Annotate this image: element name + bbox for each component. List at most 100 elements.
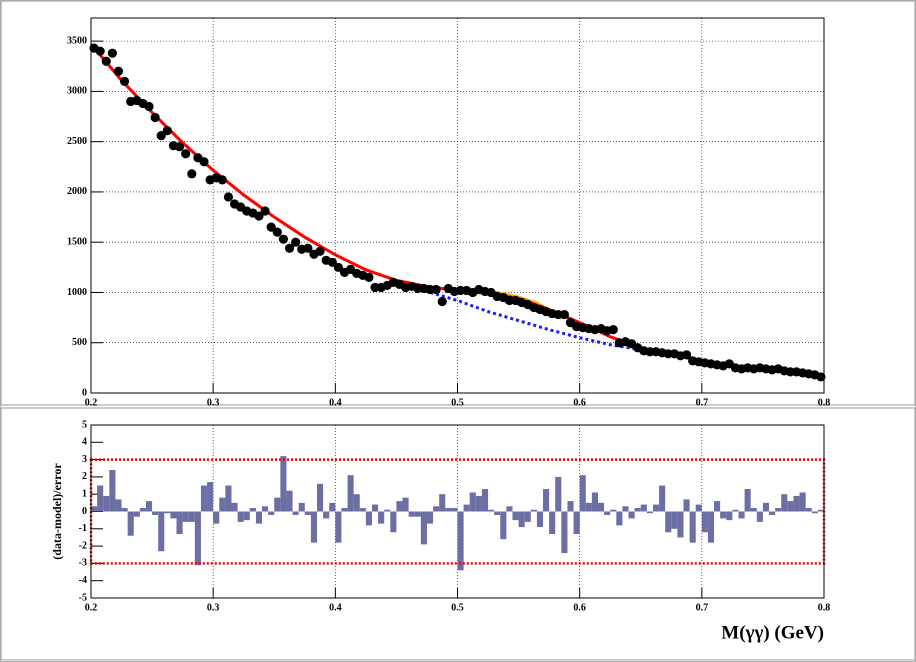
y-tick-label: -4 — [79, 575, 87, 586]
residual-bar — [439, 494, 446, 512]
y-tick-label: 1500 — [67, 236, 87, 247]
residual-bar — [597, 502, 605, 512]
residual-bar — [652, 504, 660, 512]
residual-bar — [262, 506, 269, 512]
data-point — [559, 309, 569, 320]
residual-bar — [304, 511, 311, 515]
residual-bar — [219, 497, 226, 512]
residual-bar — [121, 508, 128, 512]
data-point — [266, 222, 276, 232]
data-point — [303, 243, 313, 253]
residual-bar — [750, 508, 757, 512]
x-axis-title: M(γγ) (GeV) — [721, 622, 824, 643]
x-tick-label: 0.8 — [818, 397, 831, 408]
residual-bar — [451, 508, 458, 512]
residual-bar — [329, 502, 336, 512]
residual-bar — [604, 511, 611, 515]
residual-bar — [677, 511, 684, 538]
residual-bar — [805, 508, 812, 512]
residual-bar — [500, 511, 507, 540]
data-point — [199, 157, 209, 167]
residual-bar — [317, 483, 324, 512]
data-point — [278, 234, 289, 244]
x-tick-label: 0.3 — [207, 602, 220, 613]
residual-bar — [610, 509, 617, 512]
residual-bar — [433, 506, 440, 512]
residual-bar — [646, 511, 653, 514]
y-tick-label: 3000 — [67, 86, 87, 97]
residual-bar — [469, 492, 476, 512]
x-tick-label: 0.4 — [329, 397, 342, 408]
residual-bar — [695, 504, 702, 512]
residual-bar — [408, 511, 415, 517]
y-tick-label: -2 — [79, 540, 87, 551]
residual-bar — [176, 511, 183, 534]
data-point — [284, 243, 295, 253]
residual-bar — [512, 511, 519, 521]
residual-bar — [524, 511, 531, 522]
residual-bar — [738, 511, 745, 519]
residual-bar — [585, 502, 592, 512]
residual-bar — [390, 511, 397, 533]
data-point — [291, 237, 301, 247]
data-point — [181, 149, 191, 159]
residual-bar — [133, 511, 140, 517]
data-point — [272, 227, 282, 237]
data-point — [156, 131, 166, 141]
residual-bar — [414, 511, 421, 517]
residual-bar — [292, 511, 299, 515]
residual-bar — [286, 490, 293, 512]
residual-bar — [549, 511, 556, 534]
residual-bar — [817, 509, 824, 512]
data-point — [364, 272, 374, 282]
data-point — [217, 175, 227, 185]
data-point — [101, 56, 111, 66]
data-point — [333, 262, 343, 272]
residual-bar — [97, 485, 104, 512]
residual-bar — [616, 511, 623, 526]
residual-bar — [347, 475, 354, 512]
residual-bar — [371, 504, 379, 512]
residual-bar — [543, 489, 550, 512]
data-point — [315, 246, 325, 256]
data-point — [431, 284, 441, 295]
residual-bar — [298, 502, 305, 512]
residual-bar — [775, 508, 782, 512]
residual-bar — [365, 511, 372, 526]
data-point — [608, 325, 618, 335]
y-tick-label: 5 — [82, 419, 87, 430]
x-tick-label: 0.6 — [573, 602, 586, 613]
y-tick-label: -3 — [79, 558, 87, 569]
y-tick-label: 1000 — [67, 287, 87, 298]
residual-bar — [714, 501, 721, 512]
y-tick-label: 3500 — [67, 35, 87, 46]
residual-bar — [732, 509, 739, 512]
x-tick-label: 0.5 — [451, 397, 464, 408]
residual-bar — [787, 501, 794, 512]
residual-bar — [237, 511, 244, 522]
y-tick-label: -1 — [79, 523, 87, 534]
y-tick-label: 1 — [82, 488, 87, 499]
x-tick-label: 0.2 — [85, 602, 98, 613]
data-point — [174, 142, 185, 152]
y-tick-label: 3 — [82, 454, 87, 465]
residual-bar — [488, 509, 495, 512]
residual-bar — [591, 492, 598, 512]
residual-bar — [115, 499, 122, 512]
plot-border — [90, 17, 825, 394]
residual-bar — [378, 511, 385, 524]
y-tick-label: 0 — [82, 506, 87, 517]
residual-bar — [506, 506, 513, 512]
residual-bar — [701, 511, 708, 533]
residual-bar — [457, 511, 464, 571]
residual-bar — [707, 511, 715, 543]
x-tick-label: 0.2 — [85, 397, 98, 408]
residual-bar — [353, 494, 360, 512]
residual-bar — [323, 511, 330, 519]
residual-bar — [573, 511, 580, 534]
residual-bar — [811, 511, 818, 514]
residual-bar — [640, 504, 647, 512]
residual-bar — [769, 511, 776, 515]
residual-bar — [799, 492, 806, 512]
residual-bar — [188, 511, 195, 522]
